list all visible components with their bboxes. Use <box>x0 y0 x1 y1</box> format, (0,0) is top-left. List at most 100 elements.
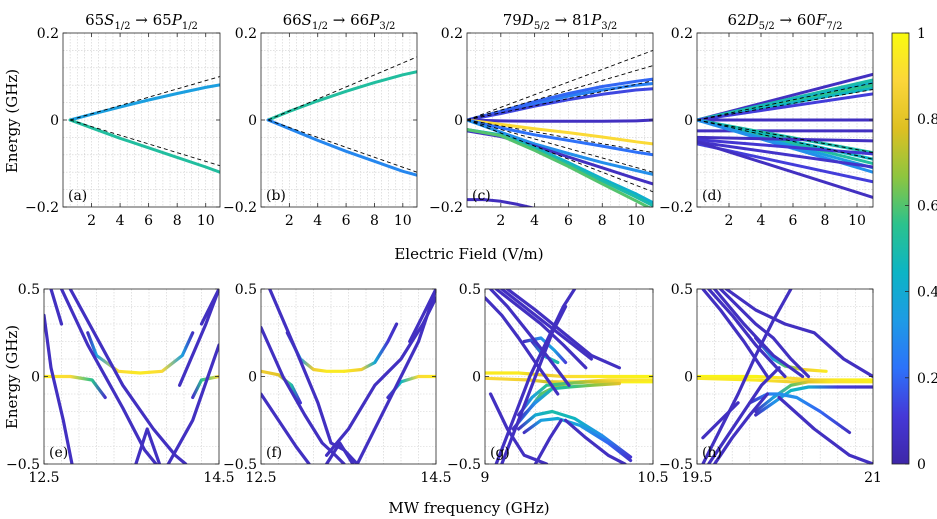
ticks: 12.5 14.5 −0.5 0 0.5 <box>223 282 452 486</box>
series-line <box>701 289 793 464</box>
x-tick-label: 8 <box>173 213 182 229</box>
panel-label: (b) <box>266 188 286 204</box>
series-line <box>533 418 563 464</box>
dashed-guide-line <box>467 49 653 121</box>
series-line <box>59 289 158 464</box>
colorbar-gradient <box>891 32 910 465</box>
x-tick-label: 8 <box>598 213 607 229</box>
series-line <box>467 128 652 207</box>
y-tick-label: 0.5 <box>459 282 481 298</box>
series-line <box>707 366 781 464</box>
panel-label: (c) <box>472 188 491 204</box>
series-line <box>261 325 346 464</box>
panel-f: 12.5 14.5 −0.5 0 0.5 (f) <box>223 282 452 486</box>
series-group <box>68 76 220 174</box>
panel-e: 12.5 14.5 −0.5 0 0.5 (e) <box>6 282 235 486</box>
y-tick-label: −0.2 <box>25 200 59 216</box>
colorbar-tick-label: 0.8 <box>917 112 937 128</box>
panel-c: 2 4 6 8 10 −0.2 0 0.2 (c) 79D5/2 → 81P3/2 <box>429 11 654 229</box>
series-line <box>467 118 653 123</box>
series-line <box>500 289 594 361</box>
colorbar-tick-label: 0.4 <box>917 285 937 301</box>
dashed-guide-line <box>69 76 220 121</box>
series-line <box>697 138 873 156</box>
y-tick-label: −0.2 <box>429 200 463 216</box>
series-line <box>563 418 627 464</box>
y-tick-label: 0.2 <box>235 26 257 42</box>
y-tick-label: −0.5 <box>223 457 257 473</box>
x-tick-label: 14.5 <box>420 470 451 486</box>
series-line <box>697 376 873 384</box>
series-line <box>701 401 740 440</box>
panel-title: 65S1/2 → 65P1/2 <box>85 11 198 32</box>
series-line <box>261 392 311 464</box>
y-tick-label: −0.2 <box>223 200 257 216</box>
series-line <box>266 118 417 177</box>
panel-label: (d) <box>702 188 722 204</box>
dashed-guide-line <box>467 65 653 121</box>
y-tick-label: 0.5 <box>18 282 40 298</box>
series-line <box>516 380 622 417</box>
x-tick-label: 6 <box>564 213 573 229</box>
dashed-guide-line <box>697 119 873 160</box>
panel-b: 2 4 6 8 10 −0.2 0 0.2 (b) 66S1/2 → 66P3/2 <box>223 11 418 229</box>
series-group <box>697 72 873 199</box>
series-line <box>325 441 355 464</box>
series-line <box>467 87 653 122</box>
series-line <box>68 289 188 464</box>
dashed-guide-line <box>697 82 873 121</box>
series-line <box>754 336 828 373</box>
y-axis-label-top: Energy (GHz) <box>3 69 21 173</box>
series-line <box>68 118 220 174</box>
x-tick-label: 10 <box>394 213 412 229</box>
dashed-guide-line <box>69 119 220 167</box>
series-line <box>467 118 653 157</box>
ticks: 19.5 21 −0.5 0 0.5 <box>659 282 882 486</box>
y-tick-label: 0 <box>31 370 40 386</box>
x-tick-label: 21 <box>864 470 882 486</box>
dashed-guide-line <box>267 119 417 173</box>
x-tick-label: 10 <box>848 213 866 229</box>
series-line <box>68 83 220 122</box>
y-tick-label: 0.5 <box>235 282 257 298</box>
series-line <box>408 289 436 344</box>
ticks: 9 10.5 −0.5 0 0.5 <box>447 282 669 486</box>
panel-label: (a) <box>68 188 87 204</box>
ticks: 2 4 6 8 10 −0.2 0 0.2 <box>659 26 873 229</box>
grid <box>63 33 220 207</box>
series-line <box>485 371 653 379</box>
x-tick-label: 2 <box>87 213 96 229</box>
series-line <box>191 374 219 400</box>
y-tick-label: 0 <box>684 113 693 129</box>
series-line <box>718 289 811 379</box>
series-line <box>166 343 219 464</box>
series-line <box>467 198 536 207</box>
series-line <box>697 135 873 143</box>
series-group <box>697 289 873 464</box>
dashed-guide-line <box>467 119 653 193</box>
y-tick-label: −0.2 <box>659 200 693 216</box>
colorbar-tick-label: 0.6 <box>917 198 937 214</box>
ticks: 2 4 6 8 10 −0.2 0 0.2 <box>223 26 417 229</box>
panel-a: 2 4 6 8 10 −0.2 0 0.2 (a) 65S1/2 → 65P1/2 <box>25 11 221 229</box>
series-line <box>49 289 64 326</box>
panels: 2 4 6 8 10 −0.2 0 0.2 (a) 65S1/2 → 65P1/2 2 4 6 8 10 −0… <box>6 11 882 486</box>
x-axis-label-bottom: MW frequency (GHz) <box>388 499 549 517</box>
colorbar-tick-label: 1 <box>917 26 926 42</box>
x-tick-label: 2 <box>496 213 505 229</box>
y-tick-label: −0.5 <box>6 457 40 473</box>
y-tick-label: −0.5 <box>447 457 481 473</box>
panel-title: 66S1/2 → 66P3/2 <box>283 11 396 32</box>
y-tick-label: 0.5 <box>671 282 693 298</box>
x-tick-label: 4 <box>313 213 322 229</box>
series-group <box>261 289 436 464</box>
x-tick-label: 4 <box>530 213 539 229</box>
series-line <box>489 289 571 387</box>
series-group <box>44 289 219 464</box>
series-line <box>355 289 436 464</box>
series-line <box>707 289 787 379</box>
ticks: 2 4 6 8 10 −0.2 0 0.2 <box>429 26 653 229</box>
y-tick-label: −0.5 <box>659 457 693 473</box>
ticks: 12.5 14.5 −0.5 0 0.5 <box>6 282 235 486</box>
colorbar-tick-label: 0 <box>917 457 926 473</box>
